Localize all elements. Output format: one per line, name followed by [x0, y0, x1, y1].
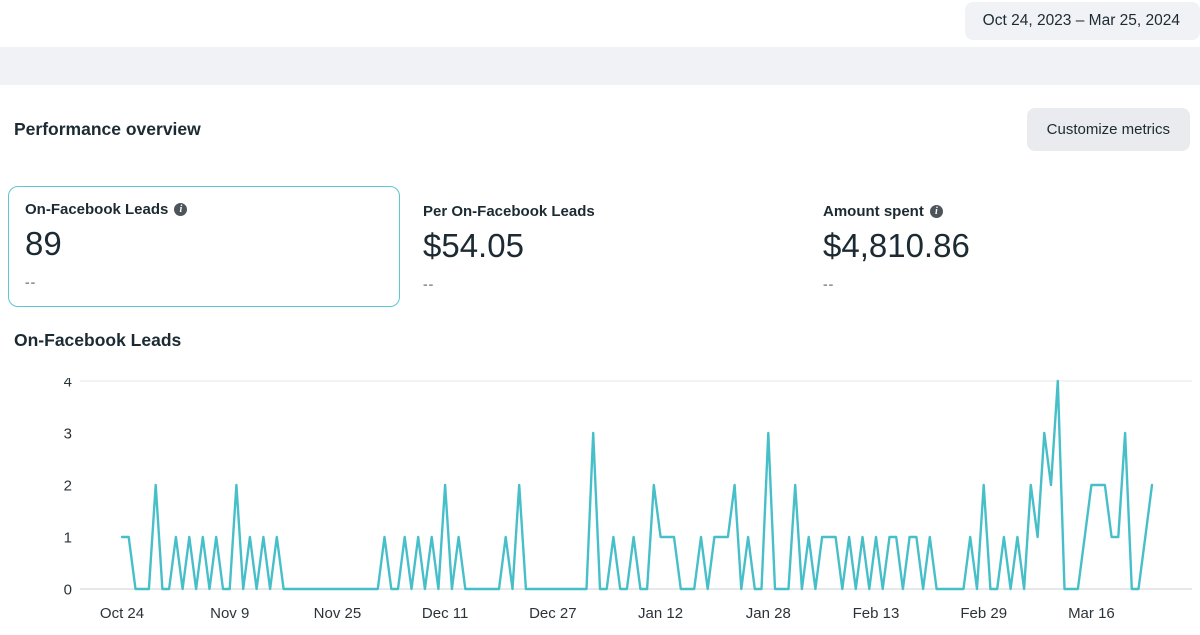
- performance-overview-title: Performance overview: [14, 119, 201, 139]
- metric-secondary-value: --: [423, 275, 435, 292]
- metric-label: Per On-Facebook Leads: [423, 203, 799, 220]
- metric-label-text: Per On-Facebook Leads: [423, 202, 595, 220]
- x-axis-tick-label: Dec 11: [422, 605, 468, 622]
- y-axis-tick-label: 0: [64, 582, 72, 599]
- metric-secondary-value: --: [823, 275, 835, 292]
- x-axis-tick-label: Nov 25: [314, 605, 362, 622]
- customize-metrics-button[interactable]: Customize metrics: [1026, 108, 1190, 151]
- metric-label-text: On-Facebook Leads: [25, 201, 169, 218]
- chart-title: On-Facebook Leads: [14, 330, 182, 350]
- date-range-selector[interactable]: Oct 24, 2023 – Mar 25, 2024: [964, 2, 1200, 40]
- x-axis-tick-label: Feb 29: [960, 605, 1007, 622]
- y-axis-tick-label: 3: [64, 426, 72, 443]
- performance-header: Performance overview Customize metrics: [14, 108, 1190, 151]
- chart-gridlines: [80, 380, 1192, 590]
- x-axis-tick-label: Jan 28: [746, 605, 791, 622]
- leads-line-chart: 0 1 2 3 4 Oct 24 Nov 9 Nov 25 Dec 11 Dec 27 Jan 12…: [64, 374, 1192, 622]
- x-axis-tick-label: Mar 16: [1068, 605, 1115, 622]
- metric-value: 89: [25, 225, 62, 262]
- x-axis-labels: Oct 24 Nov 9 Nov 25 Dec 11 Dec 27 Jan 12 Jan 2…: [100, 605, 1115, 622]
- date-range-label: Oct 24, 2023 – Mar 25, 2024: [982, 12, 1180, 29]
- x-axis-tick-label: Dec 27: [529, 605, 577, 622]
- metric-secondary-value: --: [25, 274, 37, 290]
- metric-value: $4,810.86: [823, 226, 970, 264]
- y-axis-labels: 0 1 2 3 4: [64, 374, 72, 599]
- x-axis-tick-label: Jan 12: [638, 605, 683, 622]
- metrics-row: On-Facebook Leads i 89 -- Per On-Faceboo…: [8, 186, 971, 309]
- toolbar-band: [0, 47, 1200, 85]
- info-icon[interactable]: i: [929, 204, 943, 218]
- y-axis-tick-label: 2: [64, 478, 72, 495]
- metric-label: Amount spent i: [823, 203, 970, 220]
- y-axis-tick-label: 4: [64, 378, 72, 391]
- metric-card-per-on-facebook-leads[interactable]: Per On-Facebook Leads $54.05 --: [422, 186, 800, 309]
- x-axis-tick-label: Feb 13: [853, 605, 900, 622]
- chart-container: 0 1 2 3 4 Oct 24 Nov 9 Nov 25 Dec 11 Dec 27 Jan 12…: [0, 374, 1200, 635]
- metric-card-amount-spent[interactable]: Amount spent i $4,810.86 --: [822, 186, 971, 309]
- metric-value: $54.05: [423, 226, 524, 264]
- x-axis-tick-label: Oct 24: [100, 605, 144, 622]
- y-axis-tick-label: 1: [64, 530, 72, 547]
- x-axis-tick-label: Nov 9: [210, 605, 249, 622]
- metric-card-on-facebook-leads[interactable]: On-Facebook Leads i 89 --: [8, 186, 400, 307]
- metric-label-text: Amount spent: [823, 202, 924, 220]
- info-icon[interactable]: i: [174, 203, 188, 216]
- metric-label: On-Facebook Leads i: [25, 201, 383, 218]
- leads-line-series: [120, 379, 1154, 591]
